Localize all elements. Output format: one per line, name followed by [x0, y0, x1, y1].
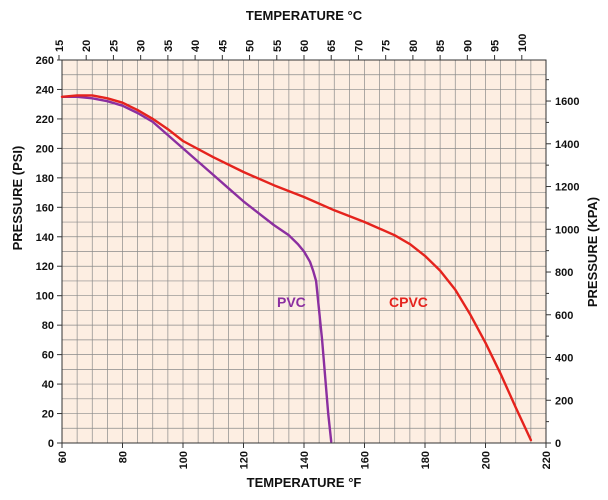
y2-tick-label: 1400 — [555, 139, 579, 151]
top-tick-label: 95 — [490, 40, 502, 52]
y-axis-title: PRESSURE (PSI) — [10, 146, 25, 251]
y-tick-label: 60 — [42, 350, 54, 362]
y-tick-label: 100 — [36, 291, 54, 303]
y2-tick-label: 400 — [555, 353, 573, 365]
axes: 0 20 40 60 80 100 120 140 160 180 200 220 240 260 0 200… — [36, 34, 580, 470]
y2-tick-label: 800 — [555, 267, 573, 279]
y-tick-label: 20 — [42, 409, 54, 421]
top-tick-label: 40 — [190, 40, 202, 52]
y-tick-label: 240 — [36, 84, 54, 96]
x-tick-label: 200 — [481, 451, 493, 469]
y2-tick-label: 1600 — [555, 96, 579, 108]
y-tick-label: 180 — [36, 173, 54, 185]
grid — [62, 60, 546, 443]
series-lines — [60, 94, 533, 443]
y-tick-label: 80 — [42, 320, 54, 332]
y2-axis-title: PRESSURE (KPA) — [585, 197, 600, 307]
y-tick-label: 0 — [48, 438, 54, 450]
y-tick-label: 160 — [36, 202, 54, 214]
y-tick-label: 140 — [36, 232, 54, 244]
cpvc-series-label: CPVC — [389, 294, 428, 310]
top-tick-label: 50 — [245, 40, 257, 52]
y2-tick-label: 1200 — [555, 182, 579, 194]
x-tick-label: 180 — [420, 451, 432, 469]
x-tick-label: 80 — [118, 451, 130, 463]
x-tick-label: 60 — [57, 451, 69, 463]
top-tick-label: 70 — [353, 40, 365, 52]
top-tick-label: 100 — [517, 34, 529, 52]
top-tick-label: 60 — [299, 40, 311, 52]
x-axis-title: TEMPERATURE °F — [247, 475, 362, 490]
y-tick-label: 220 — [36, 114, 54, 126]
top-tick-label: 25 — [108, 40, 120, 52]
top-tick-label: 85 — [435, 40, 447, 52]
top-tick-label: 30 — [136, 40, 148, 52]
top-tick-label: 80 — [408, 40, 420, 52]
top-tick-label: 35 — [163, 40, 175, 52]
top-tick-label: 90 — [462, 40, 474, 52]
top-tick-label: 45 — [217, 40, 229, 52]
top-tick-label: 15 — [54, 40, 66, 52]
top-tick-label: 75 — [381, 40, 393, 52]
y-tick-label: 40 — [42, 379, 54, 391]
series-line-pvc — [60, 95, 333, 443]
y-tick-label: 120 — [36, 261, 54, 273]
x-tick-label: 220 — [541, 451, 553, 469]
top-axis-title: TEMPERATURE °C — [246, 8, 363, 23]
x-tick-label: 100 — [178, 451, 190, 469]
x-tick-label: 160 — [360, 451, 372, 469]
x-tick-label: 140 — [299, 451, 311, 469]
y-tick-label: 260 — [36, 55, 54, 67]
y2-tick-label: 200 — [555, 395, 573, 407]
pvc-series-label: PVC — [277, 294, 306, 310]
series-line-cpvc — [60, 94, 533, 442]
top-tick-label: 55 — [272, 40, 284, 52]
top-tick-label: 20 — [81, 40, 93, 52]
y-tick-label: 200 — [36, 143, 54, 155]
x-tick-label: 120 — [239, 451, 251, 469]
y2-tick-label: 600 — [555, 310, 573, 322]
y2-tick-label: 1000 — [555, 224, 579, 236]
y2-tick-label: 0 — [555, 438, 561, 450]
top-tick-label: 65 — [326, 40, 338, 52]
